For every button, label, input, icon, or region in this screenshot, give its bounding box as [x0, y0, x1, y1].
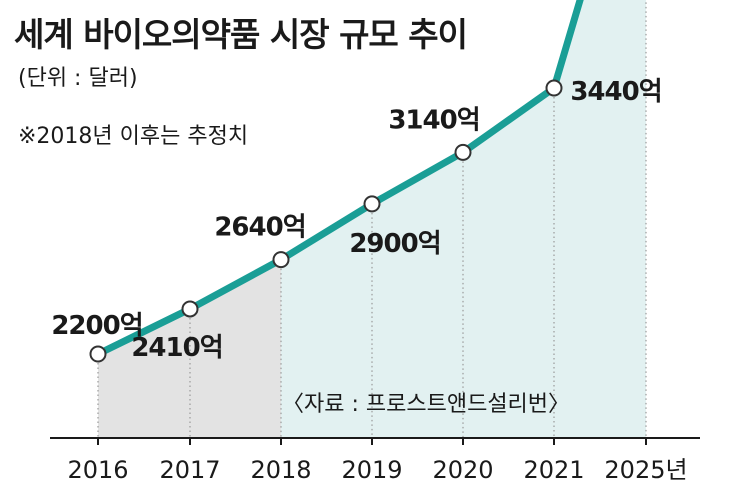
data-point: [89, 345, 107, 363]
data-label: 3440억: [570, 77, 661, 107]
actual-area: [98, 259, 281, 438]
x-tick-label: 2018: [250, 456, 311, 484]
source-label: 〈자료 : 프로스트앤드설리번〉: [282, 392, 571, 417]
chart-title: 세계 바이오의약품 시장 규모 추이: [14, 15, 468, 54]
x-tick-label: 2020: [432, 456, 493, 484]
x-tick-label: 2021: [523, 456, 584, 484]
x-tick-label: 2025년: [604, 456, 687, 484]
x-tick-label: 2017: [159, 456, 220, 484]
data-label: 2900억: [349, 229, 440, 259]
data-point: [363, 195, 381, 213]
data-point: [454, 143, 472, 161]
data-point: [181, 300, 199, 318]
data-label: 2640억: [214, 213, 305, 243]
data-label: 3140억: [388, 105, 479, 135]
x-tick-label: 2016: [67, 456, 128, 484]
estimate-note: ※2018년 이후는 추정치: [18, 124, 249, 149]
x-tick-label: 2019: [341, 456, 402, 484]
data-point: [545, 79, 563, 97]
estimate-area: [281, 0, 646, 438]
unit-label: (단위 : 달러): [18, 66, 138, 91]
data-label: 2410억: [131, 333, 222, 363]
data-label: 2200억: [51, 311, 142, 341]
data-point: [272, 251, 290, 269]
